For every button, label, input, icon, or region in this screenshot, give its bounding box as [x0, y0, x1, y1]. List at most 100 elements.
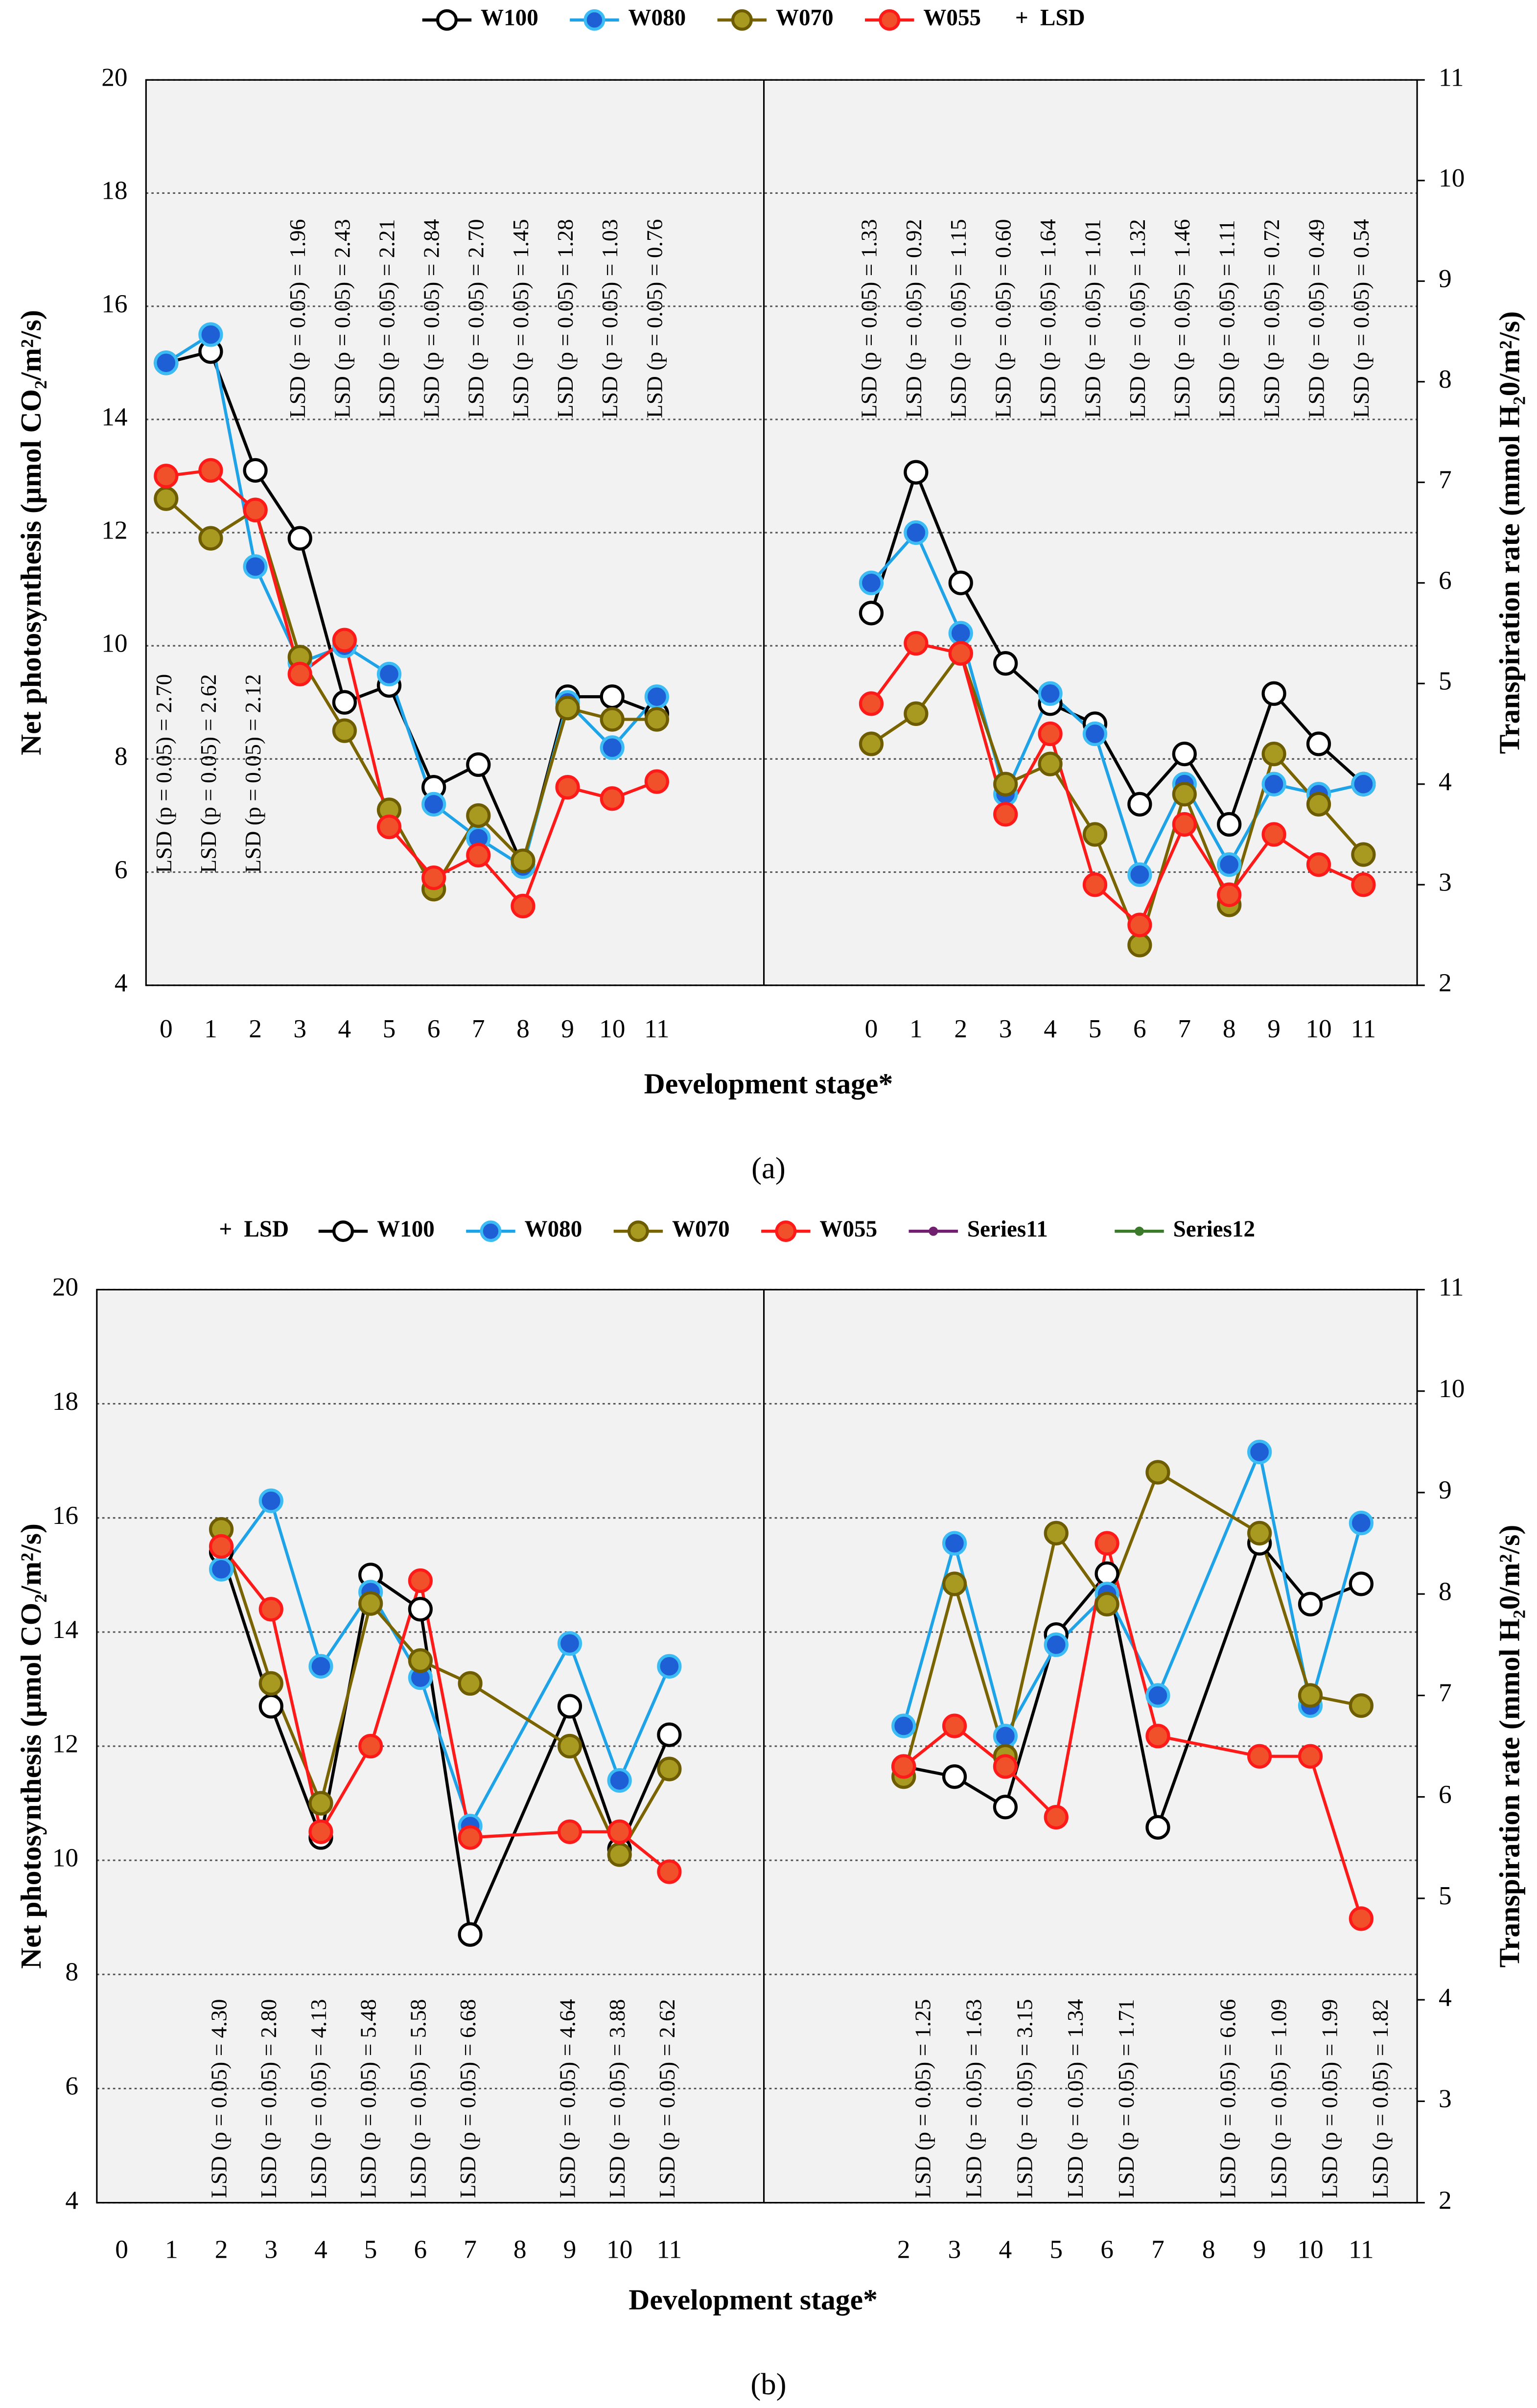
y-tick-label: 4 — [65, 2185, 78, 2215]
marker — [607, 1819, 632, 1845]
x-tick-label: 7 — [464, 2234, 477, 2264]
marker — [408, 1597, 433, 1622]
y-tick-label: 10 — [101, 628, 127, 657]
x2-tick-label: 8 — [1202, 2234, 1215, 2264]
x2-tick-label: 7 — [1151, 2234, 1164, 2264]
lsd-label: LSD (p = 0.05) = 2.43 — [329, 219, 354, 418]
plot-frame — [145, 79, 1418, 986]
x-tick-label: 1 — [165, 2234, 178, 2264]
marker — [198, 322, 223, 347]
lsd-label: LSD (p = 0.05) = 1.34 — [1063, 1999, 1088, 2198]
lsd-label: LSD (p = 0.05) = 1.46 — [1169, 219, 1194, 418]
marker — [1172, 782, 1197, 807]
marker — [859, 691, 884, 716]
marker — [644, 707, 669, 732]
marker — [1095, 1591, 1119, 1617]
legend-label: W070 — [776, 5, 834, 31]
marker — [904, 631, 929, 656]
y2-tick-label: 6 — [1439, 565, 1452, 595]
marker — [1127, 792, 1152, 817]
y-tick-label: 6 — [115, 855, 128, 884]
marker — [657, 1859, 682, 1884]
lsd-label: LSD (p = 0.05) = 1.09 — [1266, 1999, 1291, 2198]
y-tick-label: 20 — [52, 1272, 78, 1302]
lsd-label: LSD (p = 0.05) = 3.88 — [605, 1999, 629, 2198]
x-axis-label: Development stage* — [644, 1068, 893, 1100]
y-tick-label: 14 — [52, 1614, 78, 1644]
marker — [1127, 933, 1152, 958]
y2-tick-label: 2 — [1439, 968, 1452, 997]
x2-tick-label: 8 — [1223, 1014, 1236, 1043]
x-tick-label: 2 — [215, 2234, 228, 2264]
x-tick-label: 5 — [383, 1014, 396, 1043]
x2-tick-label: 0 — [865, 1014, 878, 1043]
x-tick-label: 11 — [644, 1014, 669, 1043]
plot-area — [96, 1289, 1418, 2203]
legend-label: W070 — [672, 1216, 730, 1242]
x2-tick-label: 4 — [999, 2234, 1012, 2264]
x-tick-label: 8 — [513, 2234, 527, 2264]
marker — [942, 1571, 967, 1596]
legend-label: W080 — [525, 1216, 582, 1242]
legend-label: W055 — [923, 5, 981, 31]
marker — [1349, 1510, 1374, 1536]
marker — [358, 1733, 383, 1759]
x2-tick-label: 1 — [909, 1014, 923, 1043]
marker — [948, 570, 973, 595]
y2-tick-label: 7 — [1439, 465, 1452, 494]
lsd-label: LSD (p = 0.05) = 2.62 — [196, 674, 221, 873]
marker — [209, 1557, 234, 1582]
marker — [607, 1842, 632, 1867]
y-axis-label: Net photosynthesis (μmol CO₂/m²/s) — [15, 310, 47, 755]
x-tick-label: 2 — [249, 1014, 262, 1043]
y2-tick-label: 11 — [1439, 1272, 1464, 1302]
marker — [657, 1654, 682, 1679]
lsd-label: LSD (p = 0.05) = 1.33 — [856, 219, 881, 418]
x2-tick-label: 11 — [1351, 1014, 1376, 1043]
lsd-label: LSD (p = 0.05) = 0.72 — [1259, 219, 1284, 418]
y-tick-label: 10 — [52, 1843, 78, 1872]
marker — [511, 893, 536, 919]
marker — [209, 1534, 234, 1559]
marker — [1306, 852, 1331, 877]
marker — [1082, 721, 1108, 747]
lsd-label: LSD (p = 0.05) = 4.30 — [207, 1999, 232, 2198]
marker — [287, 661, 312, 687]
x2-tick-label: 5 — [1089, 1014, 1102, 1043]
legend-label: LSD — [244, 1216, 289, 1242]
lsd-label: LSD (p = 0.05) = 2.62 — [654, 1999, 679, 2198]
marker — [1306, 731, 1331, 756]
marker — [1351, 771, 1376, 796]
x2-tick-label: 9 — [1253, 2234, 1266, 2264]
x-tick-label: 10 — [606, 2234, 632, 2264]
marker — [308, 1819, 333, 1845]
legend-marker — [583, 9, 605, 31]
x-tick-label: 5 — [364, 2234, 377, 2264]
y-tick-label: 16 — [52, 1500, 78, 1530]
y-axis-label: Net photosynthesis (μmol CO₂/m²/s) — [15, 1523, 47, 1969]
marker — [1217, 882, 1242, 907]
marker — [1217, 812, 1242, 837]
marker — [1127, 912, 1152, 937]
marker — [607, 1768, 632, 1793]
marker — [458, 1825, 483, 1850]
marker — [1082, 872, 1108, 897]
lsd-label: LSD (p = 0.05) = 1.32 — [1125, 219, 1150, 418]
marker — [1261, 741, 1286, 767]
marker — [376, 661, 402, 687]
y2-tick-label: 10 — [1439, 163, 1465, 192]
x2-tick-label: 10 — [1297, 2234, 1323, 2264]
marker — [859, 731, 884, 756]
marker — [332, 628, 357, 653]
legend-marker — [731, 9, 753, 31]
x2-tick-label: 3 — [948, 2234, 961, 2264]
y2-tick-label: 2 — [1439, 2185, 1452, 2215]
y2-tick-label: 9 — [1439, 264, 1452, 293]
y2-tick-label: 5 — [1439, 1881, 1452, 1910]
x-tick-label: 4 — [338, 1014, 351, 1043]
lsd-label: LSD (p = 0.05) = 0.49 — [1304, 219, 1328, 418]
marker — [1145, 1683, 1170, 1708]
lsd-label: LSD (p = 0.05) = 2.21 — [374, 219, 399, 418]
y-tick-label: 12 — [101, 515, 127, 544]
